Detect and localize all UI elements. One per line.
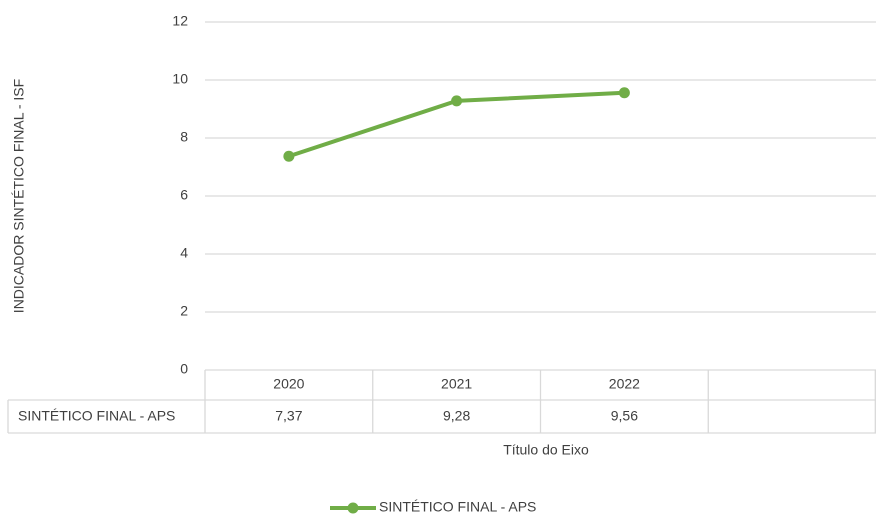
legend-label: SINTÉTICO FINAL - APS [379,499,536,515]
y-tick-label: 0 [180,361,188,377]
x-tick-label: 2020 [273,376,304,392]
table-value: 7,37 [275,408,302,424]
table-series-name: SINTÉTICO FINAL - APS [18,408,175,424]
point-marker [283,150,295,162]
y-tick-label: 8 [180,129,188,145]
y-tick-label: 4 [180,245,188,261]
table-value: 9,28 [443,408,470,424]
x-tick-label: 2021 [441,376,472,392]
point-marker [618,87,630,99]
x-axis-title: Título do Eixo [503,442,589,458]
legend-marker [347,502,359,514]
point-marker [451,95,463,107]
y-tick-label: 2 [180,303,188,319]
y-tick-label: 12 [172,13,188,29]
y-tick-label: 6 [180,187,188,203]
table-value: 9,56 [611,408,638,424]
x-tick-label: 2022 [609,376,640,392]
y-tick-label: 10 [172,71,188,87]
y-axis-title: INDICADOR SINTÉTICO FINAL - ISF [11,79,27,313]
